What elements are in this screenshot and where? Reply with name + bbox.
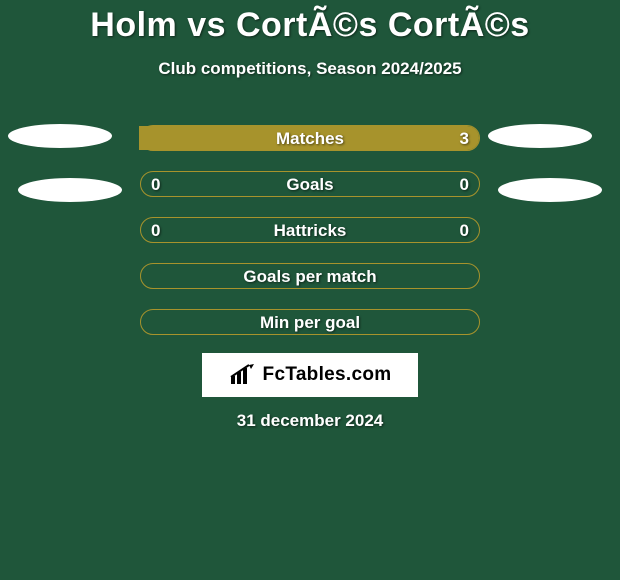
stat-label: Hattricks xyxy=(141,221,479,241)
stat-value-right: 0 xyxy=(460,175,469,195)
player-right-photo-1 xyxy=(488,124,592,148)
stat-value-right: 3 xyxy=(460,129,469,149)
player-left-photo-2 xyxy=(18,178,122,202)
stat-row: 0Goals0 xyxy=(140,171,480,197)
bar-chart-icon xyxy=(229,364,255,386)
stat-row: Goals per match xyxy=(140,263,480,289)
comparison-infographic: Holm vs CortÃ©s CortÃ©s Club competition… xyxy=(0,0,620,580)
stat-value-right: 0 xyxy=(460,221,469,241)
footer-date: 31 december 2024 xyxy=(0,411,620,431)
stat-row: Matches3 xyxy=(140,125,480,151)
stats-panel: Matches30Goals00Hattricks0Goals per matc… xyxy=(140,125,480,355)
stat-label: Min per goal xyxy=(141,313,479,333)
stat-row: 0Hattricks0 xyxy=(140,217,480,243)
stat-label: Goals per match xyxy=(141,267,479,287)
stat-row: Min per goal xyxy=(140,309,480,335)
stat-label: Matches xyxy=(141,129,479,149)
player-left-photo-1 xyxy=(8,124,112,148)
source-logo-text: FcTables.com xyxy=(263,364,392,386)
source-logo: FcTables.com xyxy=(202,353,418,397)
stat-label: Goals xyxy=(141,175,479,195)
page-title: Holm vs CortÃ©s CortÃ©s xyxy=(0,0,620,45)
page-subtitle: Club competitions, Season 2024/2025 xyxy=(0,59,620,79)
player-right-photo-2 xyxy=(498,178,602,202)
